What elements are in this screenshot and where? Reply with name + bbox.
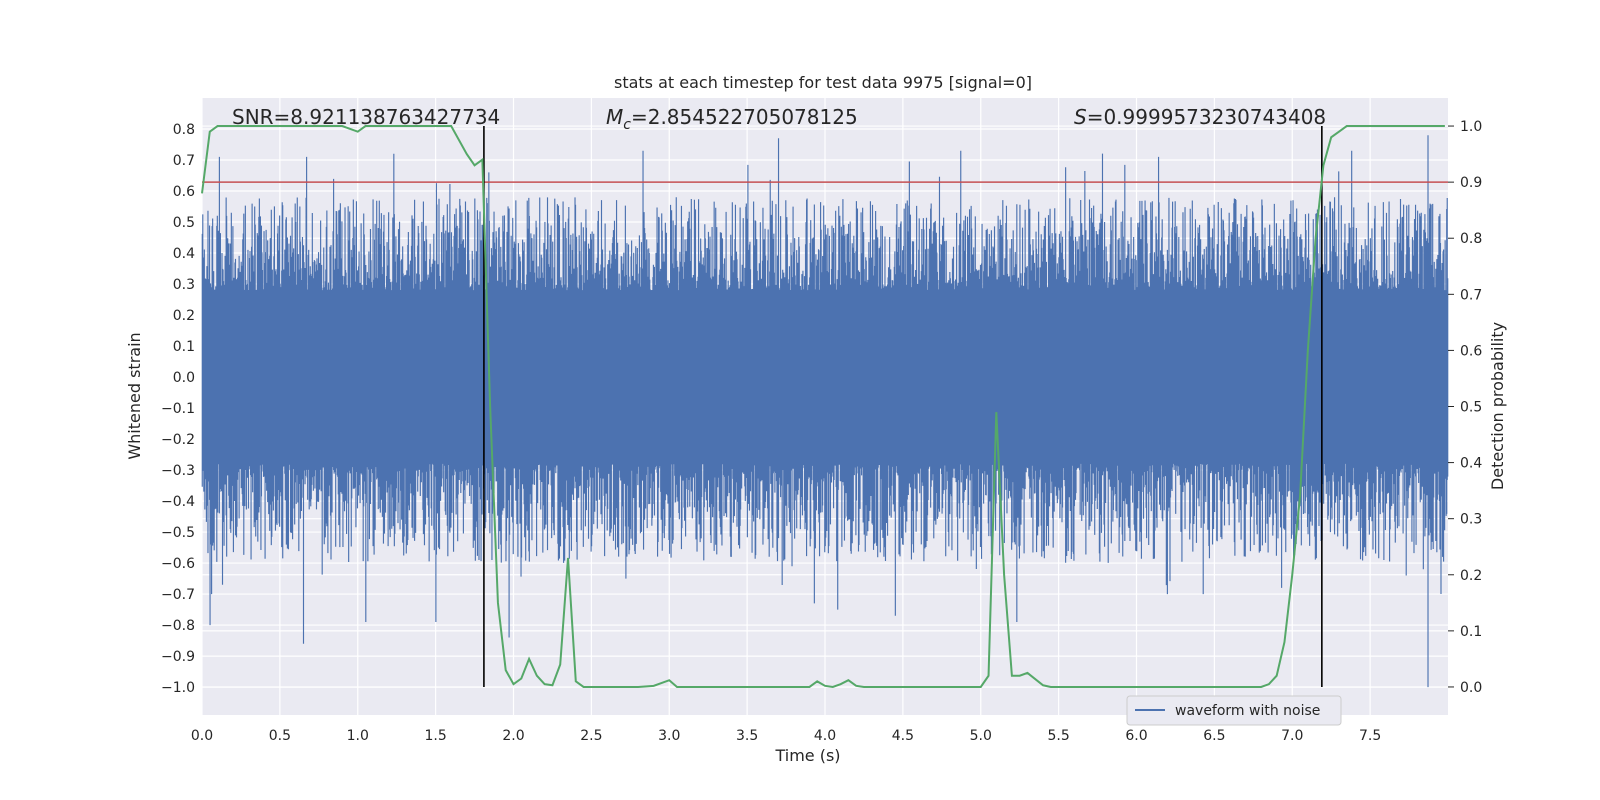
- y-tick-label: −0.1: [161, 401, 195, 417]
- x-tick-label: 1.5: [424, 728, 446, 744]
- y-tick-label: −0.7: [161, 587, 195, 603]
- probability-series: [201, 125, 1445, 688]
- y2-tick-label: 0.3: [1460, 512, 1482, 528]
- y-tick-label: −0.4: [161, 494, 195, 510]
- y-tick-label: 0.7: [173, 153, 195, 169]
- y2-tick-label: 0.7: [1460, 287, 1482, 303]
- x-tick-label: 5.0: [970, 728, 992, 744]
- y2-tick-label: 0.9: [1460, 175, 1482, 191]
- x-tick-label: 5.5: [1047, 728, 1069, 744]
- y-tick-label: −0.9: [161, 649, 195, 665]
- y2-tick-label: 0.8: [1460, 231, 1482, 247]
- y2-tick-label: 0.0: [1460, 680, 1482, 696]
- legend: waveform with noise: [1126, 695, 1342, 726]
- chirp-mass-symbol: M: [606, 105, 623, 129]
- y-tick-label: 0.1: [173, 339, 195, 355]
- y2-tick-label: 0.2: [1460, 568, 1482, 584]
- y-tick-label: −0.5: [161, 525, 195, 541]
- waveform-line: [201, 135, 1449, 688]
- y-tick-label: 0.8: [173, 122, 195, 138]
- x-tick-label: 2.5: [580, 728, 602, 744]
- y-tick-label: −0.6: [161, 556, 195, 572]
- x-tick-label: 6.5: [1203, 728, 1225, 744]
- x-tick-label: 3.0: [658, 728, 680, 744]
- y-tick-label: −0.3: [161, 463, 195, 479]
- x-tick-label: 0.0: [191, 728, 213, 744]
- y2-tick-label: 0.5: [1460, 400, 1482, 416]
- y-axis-ticks: 0.8 0.7 0.6 0.5 0.4 0.3 0.2 0.1 0.0 −0.1 −0.2 −0.3 −…: [161, 122, 195, 696]
- y-axis-label: Whitened strain: [125, 332, 144, 459]
- x-tick-label: 2.0: [502, 728, 524, 744]
- x-tick-label: 4.0: [814, 728, 836, 744]
- y-tick-label: 0.4: [173, 246, 195, 262]
- score-annotation: S=0.9999573230743408: [1074, 105, 1326, 129]
- y2-tick-label: 0.4: [1460, 456, 1482, 472]
- chart-title: stats at each timestep for test data 997…: [614, 73, 1032, 92]
- y-tick-label: 0.6: [173, 184, 195, 200]
- chirp-mass-subscript: c: [623, 117, 631, 133]
- y2-axis-ticks: 1.0 0.9 0.8 0.7 0.6 0.5 0.4 0.3 0.2 0.1 0.0: [1448, 119, 1482, 696]
- x-axis-ticks: 0.0 0.5 1.0 1.5 2.0 2.5 3.0 3.5 4.0 4.5 5.0 5.5 6.0 6…: [191, 728, 1381, 744]
- y2-tick-label: 0.1: [1460, 624, 1482, 640]
- x-tick-label: 4.5: [892, 728, 914, 744]
- x-tick-label: 7.0: [1281, 728, 1303, 744]
- y-tick-label: −1.0: [161, 680, 195, 696]
- x-tick-label: 0.5: [269, 728, 291, 744]
- snr-annotation: SNR=8.921138763427734: [232, 105, 500, 129]
- x-tick-label: 7.5: [1359, 728, 1381, 744]
- chirp-mass-annotation: Mc=2.854522705078125: [606, 105, 858, 133]
- chirp-mass-value: =2.854522705078125: [631, 105, 858, 129]
- waveform-series: [201, 135, 1449, 688]
- y2-axis-label: Detection probability: [1488, 322, 1507, 490]
- y2-tick-label: 1.0: [1460, 119, 1482, 135]
- y-tick-label: 0.0: [173, 370, 195, 386]
- y-tick-label: 0.5: [173, 215, 195, 231]
- probability-line: [201, 125, 1445, 688]
- x-tick-label: 6.0: [1125, 728, 1147, 744]
- x-tick-label: 3.5: [736, 728, 758, 744]
- legend-label: waveform with noise: [1175, 703, 1320, 719]
- y-tick-label: 0.2: [173, 308, 195, 324]
- y-tick-label: −0.2: [161, 432, 195, 448]
- y2-tick-label: 0.6: [1460, 343, 1482, 359]
- y-tick-label: 0.3: [173, 277, 195, 293]
- legend-box: [1126, 695, 1342, 726]
- y-tick-label: −0.8: [161, 618, 195, 634]
- x-tick-label: 1.0: [347, 728, 369, 744]
- score-symbol: S: [1074, 105, 1087, 129]
- score-value: =0.9999573230743408: [1087, 105, 1326, 129]
- x-axis-label: Time (s): [774, 746, 840, 765]
